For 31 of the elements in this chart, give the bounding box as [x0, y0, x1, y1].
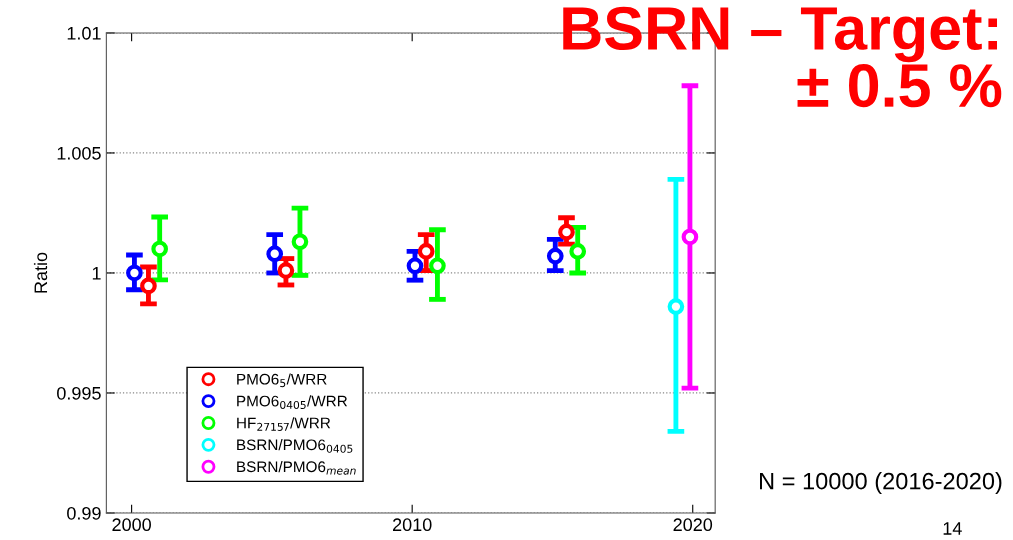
point — [681, 228, 699, 246]
point — [140, 277, 157, 295]
y-axis-title: Ratio — [33, 252, 48, 293]
chart-title: BSRN – Target: ± 0.5 % — [563, 6, 1002, 108]
y-tick-label: 0.995 — [57, 386, 101, 400]
y-tick-label: 1.005 — [57, 146, 101, 160]
point — [417, 243, 435, 260]
text: 14 — [943, 522, 962, 535]
point — [277, 262, 295, 279]
point — [558, 223, 575, 241]
x-tick-label: 2010 — [393, 518, 432, 532]
y-tick-label: 1 — [92, 267, 101, 280]
point — [291, 233, 309, 251]
point — [667, 298, 685, 315]
legend-label: PMO6$_{5}$/WRR — [237, 373, 327, 388]
x-tick-label: 2020 — [673, 518, 713, 532]
legend-label: BSRN/PMO6$_{mean}$ — [237, 460, 356, 475]
point — [546, 247, 564, 265]
legend-label: HF$_{27157}$/WRR — [237, 417, 331, 431]
legend-label: BSRN/PMO6$_{0405}$ — [237, 439, 353, 453]
y-tick-label: 0.99 — [67, 506, 101, 520]
point — [151, 240, 169, 258]
point — [429, 257, 446, 275]
point — [569, 243, 587, 260]
x-tick-label: 2000 — [112, 518, 151, 532]
point — [126, 264, 143, 282]
text: N = 10000 (2016-2020) — [760, 472, 1002, 495]
y-tick-label: 1.01 — [67, 26, 101, 40]
point — [266, 245, 284, 263]
point — [406, 257, 424, 275]
legend-label: PMO6$_{0405}$/WRR — [237, 395, 348, 410]
